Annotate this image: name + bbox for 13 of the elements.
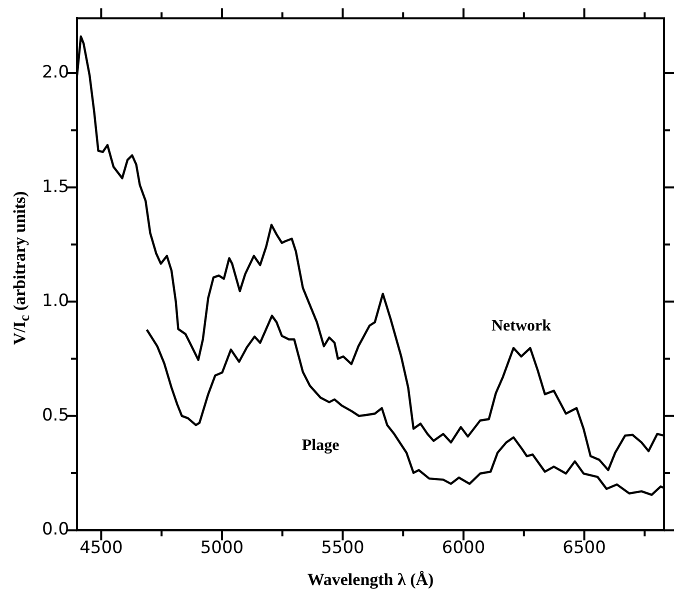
y-tick-label: 2.0 <box>42 62 70 82</box>
y-tick-label: 1.0 <box>42 291 70 312</box>
x-tick-label: 5000 <box>200 538 244 558</box>
series-label: Plage <box>302 436 340 454</box>
y-tick-label: 0.0 <box>42 520 70 540</box>
y-tick-label: 1.5 <box>42 176 70 197</box>
x-tick-label: 4500 <box>80 538 123 558</box>
x-tick-label: 6500 <box>562 538 606 558</box>
x-tick-label: 6000 <box>442 538 486 558</box>
x-tick-label: 5500 <box>321 538 364 558</box>
y-tick-label: 0.5 <box>42 405 70 426</box>
series-label: Network <box>491 318 552 335</box>
x-axis-title: Wavelength λ (Å) <box>307 570 434 590</box>
